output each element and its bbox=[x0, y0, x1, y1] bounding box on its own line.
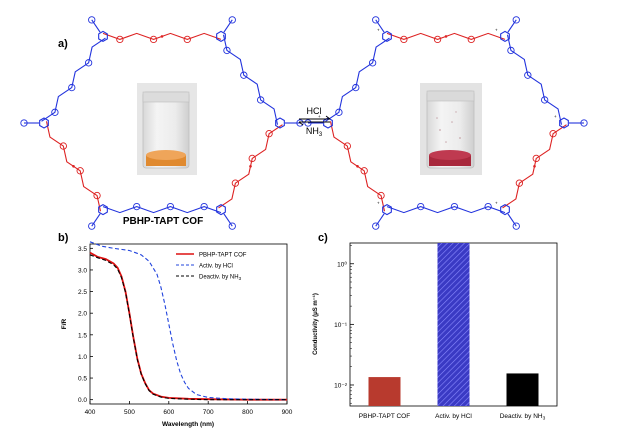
y-tick-label: 3.0 bbox=[78, 267, 87, 274]
x-tick-label: 400 bbox=[85, 409, 96, 416]
svg-text:+: + bbox=[318, 114, 321, 119]
bar-1 bbox=[437, 243, 470, 406]
svg-text:+: + bbox=[495, 27, 498, 32]
reagent-forward-label: HCl bbox=[307, 106, 322, 116]
x-tick-label: 700 bbox=[203, 409, 214, 416]
x-tick-label: 500 bbox=[124, 409, 135, 416]
conductivity-chart: 10⁻² 10⁻¹ 10⁰ PBHP-TAPT COF Activ. by HCl De… bbox=[312, 242, 558, 422]
svg-text:+: + bbox=[495, 201, 498, 206]
x-tick-label: 600 bbox=[163, 409, 174, 416]
uv-vis-chart: 0.0 0.5 1.0 1.5 2.0 2.5 3.0 3.5 400 500 600 700 800… bbox=[61, 241, 293, 428]
y-tick-label: 10⁻² bbox=[334, 382, 348, 389]
x-axis-label: Wavelength (nm) bbox=[162, 421, 214, 428]
y-tick-label: 2.0 bbox=[78, 311, 87, 318]
plot-frame bbox=[89, 243, 288, 405]
panel-b: b) 0.0 0.5 1.0 1.5 2.0 2.5 3.0 3.5 400 500 600 700… bbox=[58, 232, 293, 428]
cof-framework-left bbox=[20, 16, 304, 230]
legend-label: Deactiv. by NH3 bbox=[199, 274, 242, 281]
svg-text:+: + bbox=[377, 27, 380, 32]
y-tick-label: 10⁻¹ bbox=[334, 322, 348, 329]
legend-label: Activ. by HCl bbox=[199, 263, 233, 269]
panel-a-label: a) bbox=[58, 38, 68, 50]
y-tick-label: 0.5 bbox=[78, 376, 87, 383]
series-line-0 bbox=[89, 251, 287, 401]
panel-a: a) + + + + + + bbox=[20, 16, 588, 230]
y-tick-label: 1.5 bbox=[78, 332, 87, 339]
svg-text:+: + bbox=[554, 114, 557, 119]
reagent-backward-label: NH3 bbox=[306, 126, 323, 138]
x-tick-label: 900 bbox=[282, 409, 293, 416]
series-line-1 bbox=[89, 241, 288, 401]
legend-label: PBHP-TAPT COF bbox=[199, 252, 247, 258]
x-tick-label: 800 bbox=[242, 409, 253, 416]
cof-framework-right: + + + + + + bbox=[304, 16, 588, 230]
cof-name-label: PBHP-TAPT COF bbox=[123, 216, 203, 227]
panel-c-label: c) bbox=[318, 232, 328, 244]
vial-photo-red bbox=[420, 83, 482, 175]
svg-text:+: + bbox=[377, 201, 380, 206]
vial-photo-orange bbox=[137, 83, 197, 175]
y-tick-label: 3.5 bbox=[78, 246, 87, 253]
y-tick-label: 0.0 bbox=[78, 397, 87, 404]
y-axis-label: Conductivity (μS m⁻¹) bbox=[312, 293, 319, 355]
bar-0 bbox=[368, 377, 401, 406]
x-category-label: PBHP-TAPT COF bbox=[359, 413, 410, 420]
y-tick-label: 10⁰ bbox=[337, 260, 347, 268]
reversible-arrow: HCl NH3 bbox=[298, 106, 331, 138]
y-axis-label: F/R bbox=[61, 318, 68, 329]
panel-c: c) 10⁻² 10⁻¹ 10⁰ PBHP-TAPT COF Activ. by HC… bbox=[312, 232, 558, 422]
bar-2 bbox=[506, 373, 539, 406]
series-line-2 bbox=[89, 254, 287, 401]
y-tick-label: 1.0 bbox=[78, 354, 87, 361]
y-tick-label: 2.5 bbox=[78, 289, 87, 296]
panel-b-label: b) bbox=[58, 232, 69, 244]
x-category-label: Deactiv. by NH3 bbox=[500, 413, 546, 422]
x-category-label: Activ. by HCl bbox=[435, 413, 472, 420]
